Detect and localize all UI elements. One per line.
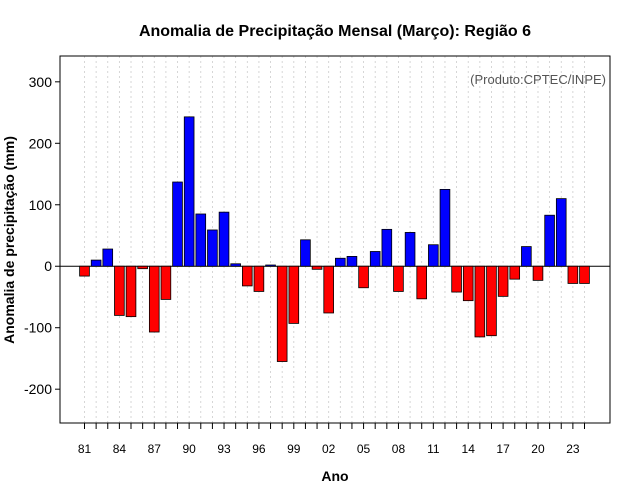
bar-2006 bbox=[369, 251, 381, 267]
x-tick-label: 20 bbox=[531, 442, 545, 456]
bar-2015 bbox=[474, 265, 486, 338]
bar-2013 bbox=[451, 265, 462, 293]
bar-1981 bbox=[79, 265, 90, 277]
x-axis: 81 84 87 90 93 96 99 02 05 08 11 14 17 20 23 bbox=[78, 423, 585, 456]
x-tick-label: 02 bbox=[322, 442, 336, 456]
x-tick-label: 23 bbox=[566, 442, 580, 456]
bar-2002 bbox=[323, 265, 334, 314]
x-tick-label: 84 bbox=[113, 442, 127, 456]
chart-title: Anomalia de Precipitação Mensal (Março):… bbox=[139, 23, 531, 40]
bar-1989 bbox=[172, 181, 183, 267]
bar-2009 bbox=[404, 232, 416, 267]
bar-1999 bbox=[288, 265, 300, 324]
bar-2011 bbox=[428, 244, 439, 267]
bar-2024 bbox=[579, 265, 590, 284]
x-axis-label: Ano bbox=[321, 468, 348, 484]
bar-2012 bbox=[439, 188, 451, 267]
y-axis: 300 200 100 0 -100 -200 bbox=[24, 74, 60, 397]
bar-2017 bbox=[497, 265, 509, 297]
bar-2008 bbox=[393, 265, 404, 292]
bar-1998 bbox=[276, 265, 288, 362]
x-tick-label: 11 bbox=[427, 442, 440, 456]
y-axis-label: Anomalia de precipitação (mm) bbox=[1, 136, 17, 344]
x-tick-label: 08 bbox=[392, 442, 406, 456]
y-tick-label: 0 bbox=[44, 258, 52, 274]
bar-2007 bbox=[381, 228, 393, 267]
x-tick-label: 90 bbox=[182, 442, 196, 456]
bar-2000 bbox=[300, 239, 311, 267]
y-tick-label: -200 bbox=[24, 381, 52, 397]
bar-1985 bbox=[125, 265, 137, 318]
bar-1987 bbox=[148, 265, 160, 333]
bar-2021 bbox=[544, 214, 555, 267]
y-tick-label: -100 bbox=[24, 320, 52, 336]
bar-2001 bbox=[311, 265, 323, 270]
x-tick-label: 14 bbox=[462, 442, 476, 456]
y-tick-label: 300 bbox=[29, 74, 53, 90]
bar-1986 bbox=[137, 265, 148, 270]
bar-2020 bbox=[532, 265, 544, 281]
plot-frame bbox=[59, 55, 611, 424]
x-tick-label: 96 bbox=[252, 442, 266, 456]
bar-2005 bbox=[358, 265, 369, 289]
bar-1990 bbox=[183, 116, 195, 267]
bar-1983 bbox=[102, 248, 114, 267]
bar-2023 bbox=[567, 265, 579, 284]
bar-2003 bbox=[335, 257, 346, 267]
bar-1991 bbox=[195, 213, 207, 267]
y-tick-label: 200 bbox=[29, 135, 53, 151]
bar-1993 bbox=[218, 211, 230, 267]
x-tick-label: 87 bbox=[148, 442, 162, 456]
y-tick-label: 100 bbox=[29, 197, 53, 213]
grid-lines bbox=[84, 56, 585, 423]
bar-2004 bbox=[346, 256, 358, 267]
bar-2022 bbox=[555, 198, 567, 267]
bar-1994 bbox=[230, 263, 241, 267]
x-tick-label: 93 bbox=[217, 442, 231, 456]
bar-1995 bbox=[242, 265, 253, 287]
bar-2018 bbox=[509, 265, 521, 280]
x-tick-label: 17 bbox=[496, 442, 510, 456]
bar-2010 bbox=[416, 265, 427, 300]
x-tick-label: 99 bbox=[287, 442, 301, 456]
x-tick-label: 05 bbox=[357, 442, 371, 456]
bar-1988 bbox=[160, 265, 172, 300]
bar-1984 bbox=[114, 265, 125, 316]
x-tick-label: 81 bbox=[78, 442, 92, 456]
bar-2016 bbox=[486, 265, 497, 337]
bars bbox=[79, 116, 590, 362]
credit-text: (Produto:CPTEC/INPE) bbox=[470, 72, 606, 87]
bar-1992 bbox=[207, 229, 218, 267]
bar-2014 bbox=[462, 265, 474, 302]
bar-2019 bbox=[521, 246, 532, 267]
bar-1996 bbox=[253, 265, 265, 292]
bar-1982 bbox=[90, 259, 102, 267]
bar-1997 bbox=[265, 264, 276, 267]
